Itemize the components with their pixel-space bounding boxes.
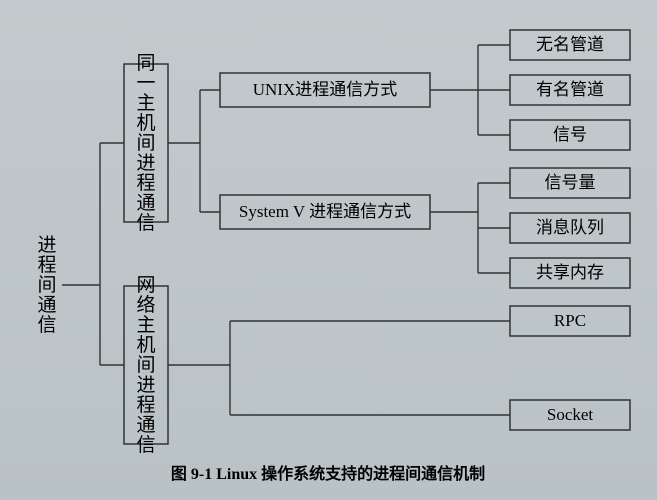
label-socket: Socket [547,405,594,424]
label-same-host: 同一主机间进程通信 [136,53,155,234]
label-signal: 信号 [553,125,587,144]
label-rpc: RPC [554,311,586,330]
label-msg-queue: 消息队列 [536,218,604,237]
label-semaphore: 信号量 [545,173,596,192]
label-shared-mem: 共享内存 [536,263,604,282]
figure-caption: 图 9-1 Linux 操作系统支持的进程间通信机制 [171,464,485,483]
label-anon-pipe: 无名管道 [536,35,604,54]
label-root: 进程间通信 [37,234,56,336]
label-unix-ipc: UNIX进程通信方式 [253,80,398,99]
label-named-pipe: 有名管道 [536,80,604,99]
label-sysv-ipc: System V 进程通信方式 [239,202,411,221]
ipc-tree-diagram: 进程间通信 同一主机间进程通信网络主机间进程通信 UNIX进程通信方式 System … [0,0,657,500]
label-net-host: 网络主机间进程通信 [136,275,155,456]
